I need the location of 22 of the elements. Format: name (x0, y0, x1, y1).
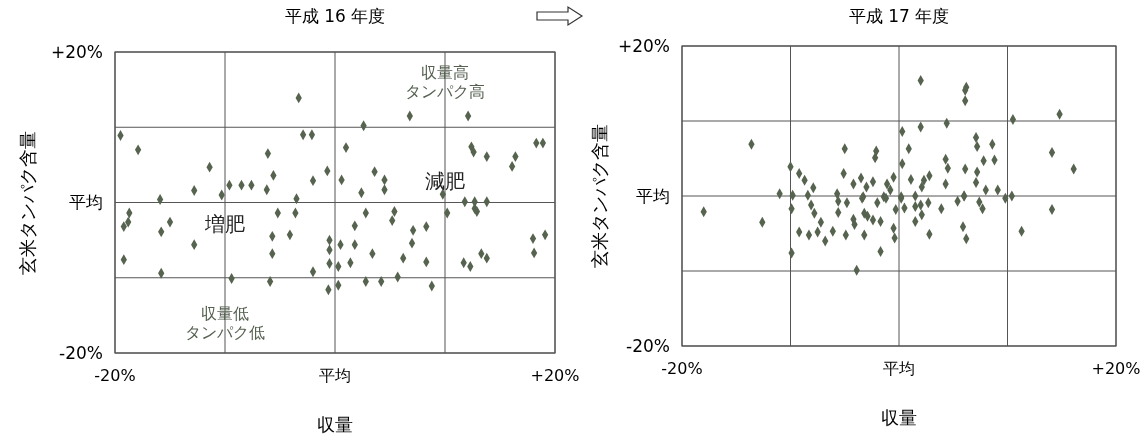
y-tick-label: -20% (626, 335, 670, 356)
annotation: 減肥 (425, 169, 465, 194)
x-tick-label: 平均 (883, 359, 915, 378)
y-axis-title: 玄米タンパク含量 (17, 130, 39, 275)
y-tick-label: -20% (59, 342, 103, 363)
x-tick-label: 平均 (319, 366, 351, 385)
x-tick-label: +20% (1091, 359, 1141, 378)
annotation: 増肥 (204, 211, 245, 236)
chart-title: 平成 16 年度 (284, 6, 386, 26)
y-tick-label: 平均 (69, 192, 103, 213)
x-tick-label: +20% (530, 366, 580, 385)
y-tick-label: 平均 (636, 185, 670, 206)
x-axis-title: 収量 (881, 407, 917, 428)
x-axis-title: 収量 (317, 414, 353, 435)
y-tick-label: +20% (50, 41, 103, 62)
x-tick-label: -20% (661, 359, 703, 378)
annotation: 収量高タンパク高 (405, 63, 485, 102)
y-tick-label: +20% (617, 35, 670, 56)
x-tick-label: -20% (94, 366, 136, 385)
y-axis-title: 玄米タンパク含量 (589, 124, 611, 268)
chart-title: 平成 17 年度 (848, 6, 950, 26)
annotation: 収量低タンパク低 (185, 303, 265, 343)
